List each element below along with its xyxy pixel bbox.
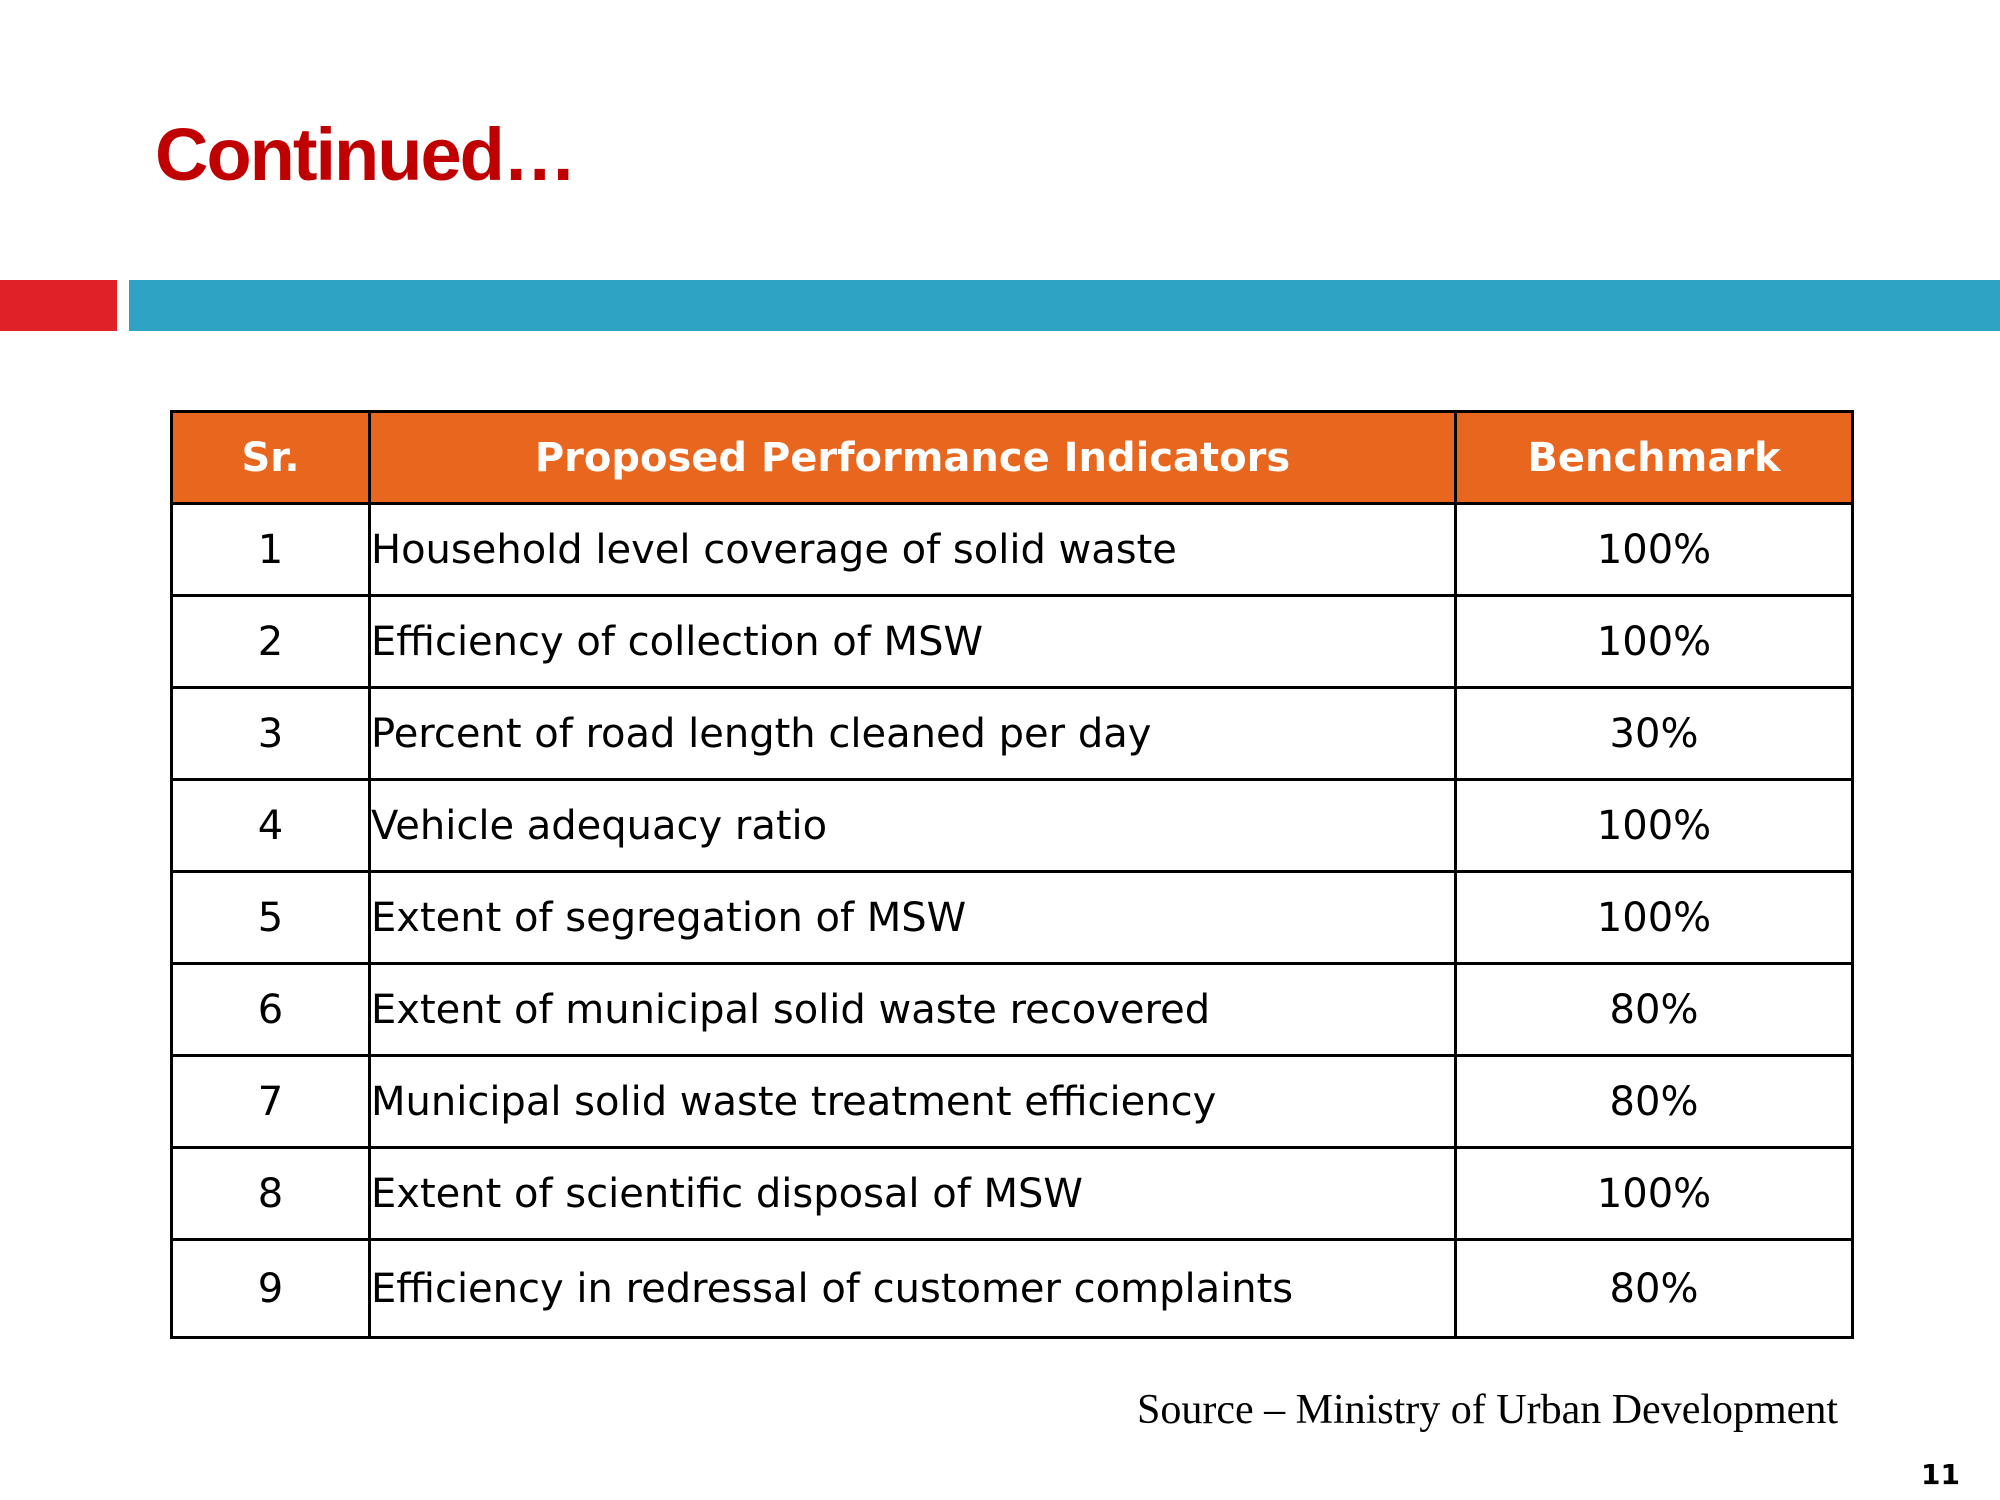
- row-indicator: Efficiency of collection of MSW: [368, 594, 1457, 689]
- source-note: Source – Ministry of Urban Development: [1136, 1387, 1838, 1433]
- table-row: 9 Efficiency in redressal of customer co…: [170, 1238, 1854, 1339]
- row-sr: 8: [170, 1146, 371, 1241]
- row-indicator: Vehicle adequacy ratio: [368, 778, 1457, 873]
- table-row: 7 Municipal solid waste treatment effici…: [170, 1054, 1854, 1149]
- row-sr: 4: [170, 778, 371, 873]
- accent-bar-blue: [129, 280, 2000, 331]
- row-indicator: Percent of road length cleaned per day: [368, 686, 1457, 781]
- table-row: 5 Extent of segregation of MSW 100%: [170, 870, 1854, 965]
- row-benchmark: 80%: [1454, 1054, 1854, 1149]
- row-indicator: Household level coverage of solid waste: [368, 502, 1457, 597]
- row-sr: 5: [170, 870, 371, 965]
- row-sr: 6: [170, 962, 371, 1057]
- row-sr: 2: [170, 594, 371, 689]
- row-benchmark: 100%: [1454, 1146, 1854, 1241]
- row-sr: 9: [170, 1238, 371, 1339]
- row-benchmark: 100%: [1454, 870, 1854, 965]
- row-benchmark: 100%: [1454, 502, 1854, 597]
- row-indicator: Efficiency in redressal of customer comp…: [368, 1238, 1457, 1339]
- slide-title: Continued…: [155, 113, 577, 196]
- header-sr: Sr.: [170, 410, 371, 505]
- table-row: 4 Vehicle adequacy ratio 100%: [170, 778, 1854, 873]
- row-sr: 3: [170, 686, 371, 781]
- header-benchmark: Benchmark: [1454, 410, 1854, 505]
- row-benchmark: 80%: [1454, 962, 1854, 1057]
- row-benchmark: 80%: [1454, 1238, 1854, 1339]
- row-benchmark: 100%: [1454, 594, 1854, 689]
- table-row: 2 Efficiency of collection of MSW 100%: [170, 594, 1854, 689]
- row-indicator: Extent of segregation of MSW: [368, 870, 1457, 965]
- row-indicator: Extent of scientific disposal of MSW: [368, 1146, 1457, 1241]
- row-sr: 1: [170, 502, 371, 597]
- table-row: 8 Extent of scientific disposal of MSW 1…: [170, 1146, 1854, 1241]
- table-row: 1 Household level coverage of solid wast…: [170, 502, 1854, 597]
- accent-bar-red: [0, 280, 117, 331]
- row-indicator: Extent of municipal solid waste recovere…: [368, 962, 1457, 1057]
- header-indicator: Proposed Performance Indicators: [368, 410, 1457, 505]
- performance-indicators-table: Sr. Proposed Performance Indicators Benc…: [170, 410, 1854, 1339]
- table-row: 6 Extent of municipal solid waste recove…: [170, 962, 1854, 1057]
- row-benchmark: 100%: [1454, 778, 1854, 873]
- table-row: 3 Percent of road length cleaned per day…: [170, 686, 1854, 781]
- row-benchmark: 30%: [1454, 686, 1854, 781]
- page-number: 11: [1921, 1458, 1960, 1491]
- row-sr: 7: [170, 1054, 371, 1149]
- row-indicator: Municipal solid waste treatment efficien…: [368, 1054, 1457, 1149]
- table-header-row: Sr. Proposed Performance Indicators Benc…: [170, 410, 1854, 505]
